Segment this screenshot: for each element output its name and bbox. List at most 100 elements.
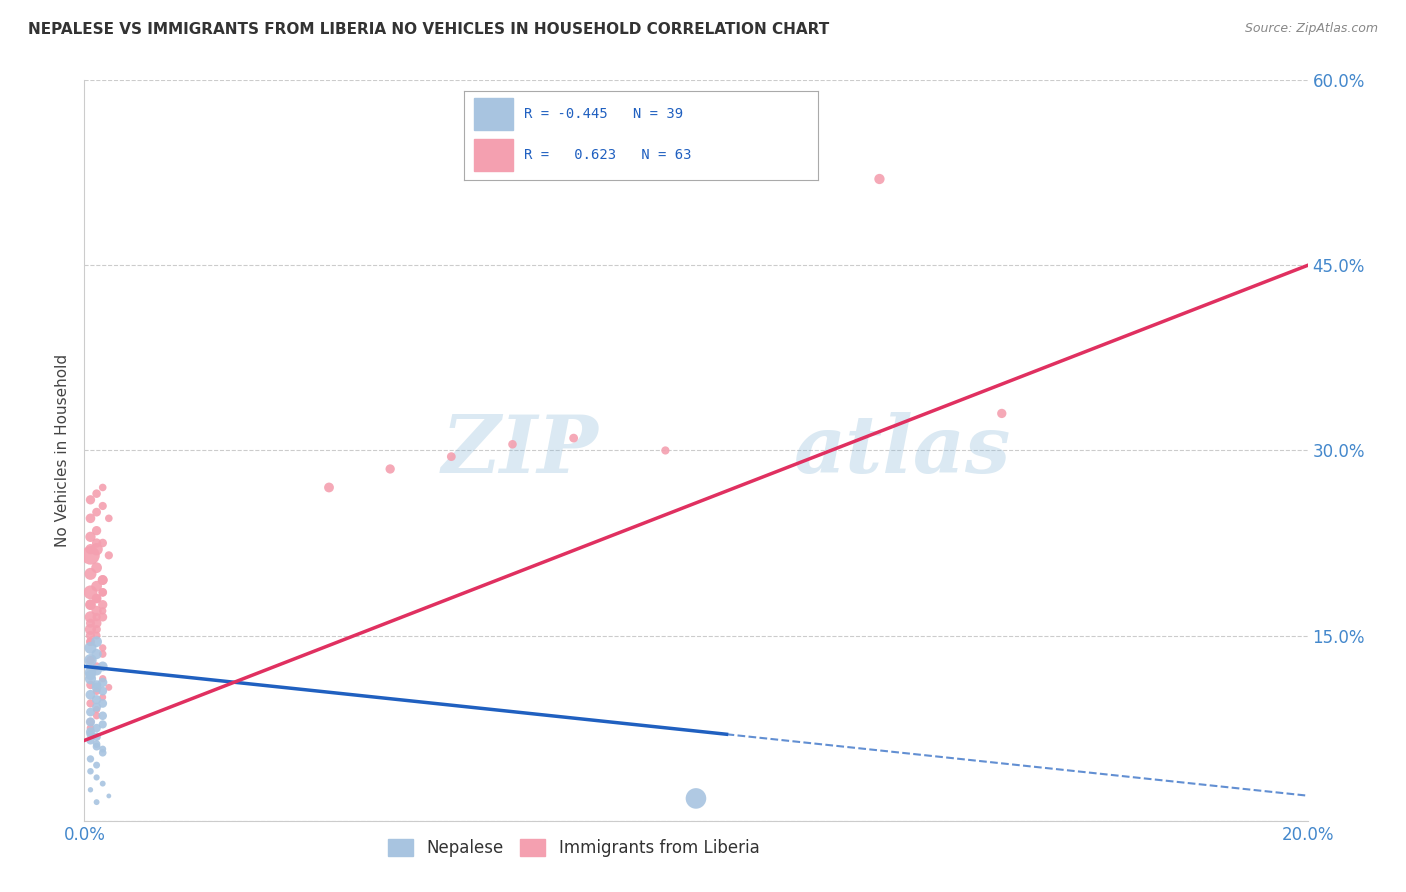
Point — [91, 610, 114, 624]
Text: NEPALESE VS IMMIGRANTS FROM LIBERIA NO VEHICLES IN HOUSEHOLD CORRELATION CHART: NEPALESE VS IMMIGRANTS FROM LIBERIA NO V… — [28, 22, 830, 37]
Point — [86, 560, 108, 574]
Point — [86, 678, 108, 692]
Point — [991, 407, 1014, 421]
Point — [79, 665, 101, 680]
Point — [91, 659, 114, 673]
Point — [86, 647, 108, 661]
Point — [79, 542, 101, 557]
Point — [91, 697, 114, 711]
Point — [79, 672, 101, 686]
Point — [86, 591, 108, 606]
Point — [79, 623, 101, 637]
Point — [91, 690, 114, 705]
Point — [79, 634, 101, 648]
Point — [97, 681, 120, 695]
Point — [91, 675, 114, 690]
Point — [91, 598, 114, 612]
Legend: Nepalese, Immigrants from Liberia: Nepalese, Immigrants from Liberia — [381, 832, 766, 864]
Point — [79, 668, 101, 682]
Point — [86, 771, 108, 785]
Point — [79, 610, 101, 624]
Point — [79, 634, 101, 648]
Point — [91, 585, 114, 599]
Point — [86, 663, 108, 677]
Point — [380, 462, 402, 476]
Point — [86, 681, 108, 695]
Point — [86, 739, 108, 754]
Point — [91, 573, 114, 587]
Point — [79, 549, 101, 563]
Point — [86, 758, 108, 772]
Point — [86, 542, 108, 557]
Point — [91, 536, 114, 550]
Point — [97, 789, 120, 803]
Point — [79, 764, 101, 779]
Point — [91, 776, 114, 791]
Point — [91, 573, 114, 587]
Point — [86, 623, 108, 637]
Text: atlas: atlas — [794, 412, 1011, 489]
Point — [86, 524, 108, 538]
Point — [79, 714, 101, 729]
Point — [86, 684, 108, 698]
Point — [91, 640, 114, 655]
Point — [79, 598, 101, 612]
Point — [91, 585, 114, 599]
Point — [86, 579, 108, 593]
Point — [79, 688, 101, 702]
Point — [79, 598, 101, 612]
Point — [91, 499, 114, 513]
Point — [79, 721, 101, 735]
Point — [91, 684, 114, 698]
Point — [91, 717, 114, 731]
Point — [79, 530, 101, 544]
Point — [91, 742, 114, 756]
Point — [86, 659, 108, 673]
Point — [86, 604, 108, 618]
Point — [318, 480, 340, 494]
Point — [86, 591, 108, 606]
Point — [79, 585, 101, 599]
Point — [869, 172, 891, 186]
Point — [86, 634, 108, 648]
Point — [79, 714, 101, 729]
Point — [97, 549, 120, 563]
Point — [79, 782, 101, 797]
Point — [79, 628, 101, 642]
Point — [86, 708, 108, 723]
Point — [79, 727, 101, 741]
Point — [79, 724, 101, 739]
Point — [86, 628, 108, 642]
Point — [91, 708, 114, 723]
Point — [79, 733, 101, 747]
Point — [91, 604, 114, 618]
Point — [79, 616, 101, 631]
Point — [86, 795, 108, 809]
Point — [654, 443, 676, 458]
Point — [91, 480, 114, 494]
Point — [502, 437, 524, 451]
Point — [86, 700, 108, 714]
Point — [79, 653, 101, 667]
Point — [79, 492, 101, 507]
Point — [79, 511, 101, 525]
Text: ZIP: ZIP — [441, 412, 598, 489]
Point — [86, 505, 108, 519]
Point — [86, 486, 108, 500]
Point — [79, 697, 101, 711]
Point — [86, 610, 108, 624]
Point — [685, 791, 707, 805]
Point — [91, 746, 114, 760]
Point — [86, 737, 108, 751]
Point — [79, 640, 101, 655]
Point — [79, 705, 101, 719]
Point — [440, 450, 463, 464]
Point — [86, 721, 108, 735]
Point — [86, 730, 108, 744]
Point — [79, 678, 101, 692]
Point — [79, 566, 101, 581]
Point — [86, 692, 108, 706]
Point — [97, 511, 120, 525]
Point — [91, 647, 114, 661]
Text: Source: ZipAtlas.com: Source: ZipAtlas.com — [1244, 22, 1378, 36]
